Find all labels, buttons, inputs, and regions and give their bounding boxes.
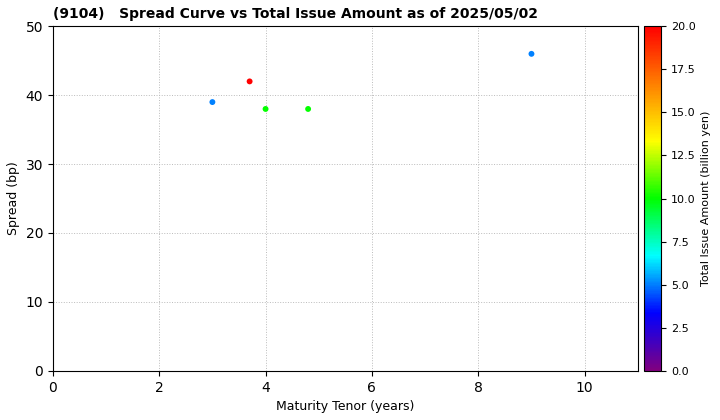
X-axis label: Maturity Tenor (years): Maturity Tenor (years) <box>276 400 415 413</box>
Point <box>244 78 256 85</box>
Y-axis label: Spread (bp): Spread (bp) <box>7 162 20 235</box>
Point <box>207 99 218 105</box>
Point <box>302 105 314 112</box>
Point <box>526 50 537 57</box>
Y-axis label: Total Issue Amount (billion yen): Total Issue Amount (billion yen) <box>701 111 711 286</box>
Text: (9104)   Spread Curve vs Total Issue Amount as of 2025/05/02: (9104) Spread Curve vs Total Issue Amoun… <box>53 7 538 21</box>
Point <box>260 105 271 112</box>
